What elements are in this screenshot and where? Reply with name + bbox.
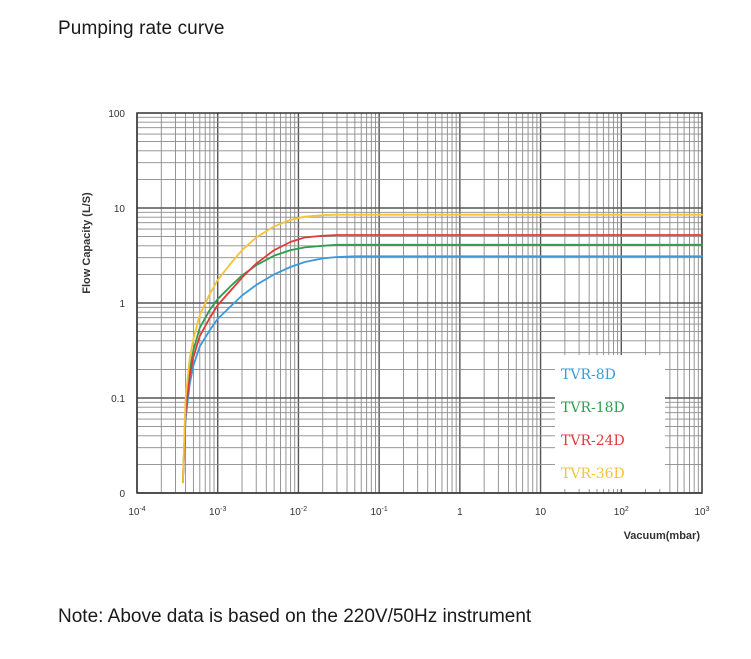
x-tick-label: 10 [535,507,547,518]
y-tick-labels: 0 0.1 1 10 100 [108,109,125,500]
series-line-tvr-8d [181,255,703,484]
y-tick-label: 100 [108,109,125,120]
x-axis-label: Vacuum(mbar) [624,530,701,542]
x-tick-label: 1 [457,507,463,518]
legend-box [555,355,665,489]
series-line-tvr-36d [181,213,703,484]
series-lines [181,213,703,484]
x-tick-label: 10-4 [128,506,145,518]
series-line-tvr-24d [181,234,703,484]
x-tick-label: 10-3 [209,506,226,518]
y-tick-label: 10 [114,204,126,215]
y-tick-label: 0 [119,489,125,500]
x-tick-label: 103 [694,506,709,518]
x-tick-label: 10-2 [290,506,307,518]
x-tick-label: 102 [614,506,629,518]
pumping-rate-chart: 10-4 10-3 10-2 10-1 1 10 102 103 0 0.1 1 10 100 Flo… [81,109,710,542]
y-tick-label: 1 [119,299,125,310]
y-tick-label: 0.1 [111,394,125,405]
legend-entry: TVR-24D [561,433,625,449]
legend-entry: TVR-8D [561,367,616,383]
legend-entry: TVR-36D [561,466,625,482]
legend-entry: TVR-18D [561,400,625,416]
plot-frame [136,112,703,494]
x-tick-labels: 10-4 10-3 10-2 10-1 1 10 102 103 [128,506,709,518]
footnote: Note: Above data is based on the 220V/50… [58,606,532,627]
x-tick-label: 10-1 [370,506,387,518]
series-line-tvr-18d [181,243,703,484]
legend: TVR-8D TVR-18D TVR-24D TVR-36D [555,355,665,489]
y-axis-label: Flow Capacity (L/S) [81,192,93,294]
page-title: Pumping rate curve [58,18,225,39]
